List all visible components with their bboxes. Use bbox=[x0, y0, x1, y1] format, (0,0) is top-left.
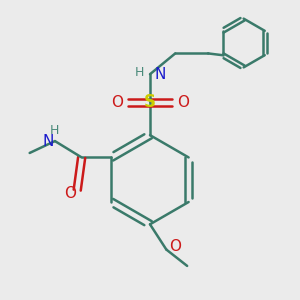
Text: H: H bbox=[50, 124, 60, 137]
Text: O: O bbox=[111, 95, 123, 110]
Text: S: S bbox=[144, 93, 156, 111]
Text: H: H bbox=[135, 66, 144, 79]
Text: O: O bbox=[64, 186, 76, 201]
Text: N: N bbox=[154, 67, 166, 82]
Text: O: O bbox=[169, 239, 181, 254]
Text: N: N bbox=[42, 134, 53, 148]
Text: O: O bbox=[177, 95, 189, 110]
